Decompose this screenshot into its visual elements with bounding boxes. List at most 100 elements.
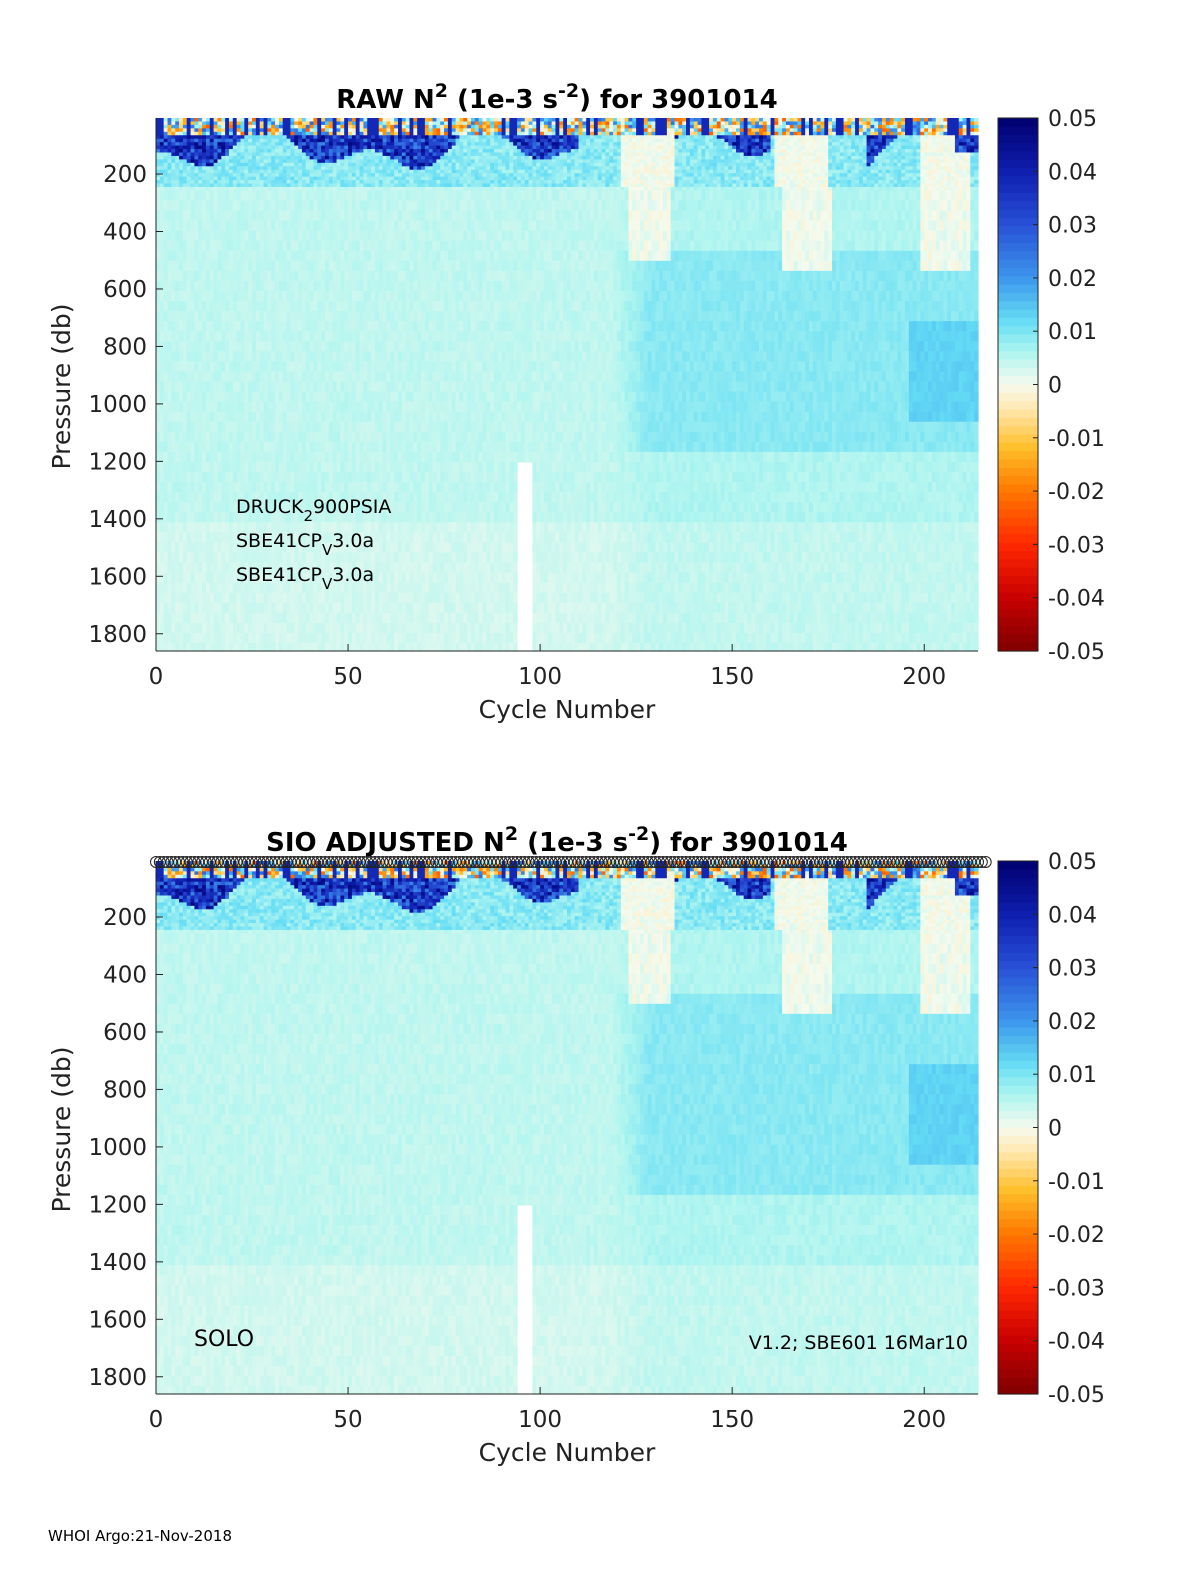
heatmap-cell	[409, 512, 414, 523]
heatmap-cell	[186, 230, 192, 242]
heatmap-cell	[344, 220, 349, 232]
heatmap-cell	[325, 361, 330, 373]
heatmap-cell	[309, 612, 315, 624]
heatmap-cell	[313, 138, 318, 143]
heatmap-cell	[424, 431, 430, 443]
heatmap-cell	[301, 183, 307, 188]
heatmap-cell	[332, 173, 338, 178]
heatmap-cell	[278, 482, 284, 493]
heatmap-cell	[236, 290, 242, 302]
heatmap-cell	[405, 401, 411, 413]
heatmap-cell	[421, 230, 426, 242]
heatmap-cell	[348, 421, 353, 433]
heatmap-cell	[263, 401, 268, 413]
heatmap-cell	[267, 461, 272, 473]
heatmap-cell	[171, 290, 176, 302]
heatmap-cell	[282, 250, 288, 262]
heatmap-cell	[305, 155, 311, 160]
heatmap-cell	[252, 391, 257, 403]
heatmap-cell	[328, 135, 334, 140]
heatmap-cell	[190, 341, 196, 352]
heatmap-cell	[167, 552, 172, 564]
heatmap-cell	[405, 421, 411, 433]
heatmap-cell	[179, 159, 184, 164]
heatmap-cell	[348, 321, 353, 332]
heatmap-cell	[286, 642, 292, 652]
heatmap-cell	[386, 210, 391, 222]
heatmap-cell	[348, 401, 353, 413]
heatmap-cell	[367, 270, 372, 282]
heatmap-cell	[417, 552, 422, 564]
heatmap-cell	[409, 290, 414, 302]
heatmap-cell	[367, 321, 372, 332]
heatmap-cell	[163, 572, 169, 584]
heatmap-cell	[240, 421, 245, 433]
heatmap-cell	[432, 632, 437, 644]
heatmap-cell	[394, 421, 399, 433]
heatmap-cell	[163, 331, 169, 342]
heatmap-cell	[159, 321, 165, 332]
heatmap-cell	[248, 411, 253, 423]
heatmap-cell	[409, 180, 414, 185]
heatmap-cell	[440, 270, 445, 282]
heatmap-cell	[286, 200, 292, 212]
heatmap-cell	[371, 482, 376, 493]
heatmap-cell	[336, 492, 341, 503]
heatmap-cell	[428, 210, 434, 222]
heatmap-cell	[348, 502, 353, 513]
heatmap-cell	[163, 492, 169, 503]
heatmap-cell	[424, 210, 430, 222]
heatmap-cell	[225, 176, 230, 181]
heatmap-cell	[252, 190, 257, 202]
heatmap-cell	[413, 552, 418, 564]
heatmap-cell	[328, 522, 334, 533]
heatmap-cell	[367, 401, 372, 413]
heatmap-cell	[163, 381, 169, 393]
heatmap-cell	[405, 152, 411, 157]
heatmap-cell	[209, 230, 215, 242]
heatmap-cell	[282, 411, 288, 423]
heatmap-cell	[278, 391, 284, 403]
heatmap-cell	[290, 290, 295, 302]
heatmap-cell	[374, 622, 380, 634]
heatmap-cell	[282, 441, 288, 453]
heatmap-cell	[209, 131, 215, 136]
heatmap-cell	[244, 592, 249, 604]
heatmap-cell	[336, 451, 341, 463]
heatmap-cell	[432, 250, 437, 262]
heatmap-cell	[259, 260, 265, 272]
heatmap-cell	[428, 135, 434, 140]
heatmap-cell	[305, 642, 311, 652]
heatmap-cell	[401, 381, 407, 393]
heatmap-cell	[401, 612, 407, 624]
heatmap-cell	[386, 166, 391, 171]
heatmap-cell	[436, 270, 441, 282]
heatmap-cell	[328, 482, 334, 493]
heatmap-cell	[405, 351, 411, 362]
heatmap-cell	[198, 401, 203, 413]
heatmap-cell	[421, 145, 426, 150]
heatmap-cell	[175, 391, 180, 403]
heatmap-cell	[348, 371, 353, 383]
heatmap-cell	[182, 351, 188, 362]
heatmap-cell	[359, 138, 365, 143]
heatmap-cell	[405, 220, 411, 232]
heatmap-cell	[328, 186, 334, 192]
heatmap-cell	[282, 128, 288, 133]
heatmap-cell	[321, 166, 326, 171]
heatmap-cell	[378, 562, 384, 574]
heatmap-cell	[421, 542, 426, 554]
heatmap-cell	[175, 152, 180, 157]
heatmap-cell	[378, 190, 384, 202]
heatmap-cell	[424, 183, 430, 188]
heatmap-cell	[298, 270, 303, 282]
heatmap-cell	[409, 138, 414, 143]
heatmap-cell	[321, 572, 326, 584]
heatmap-cell	[275, 210, 280, 222]
heatmap-cell	[217, 270, 222, 282]
heatmap-cell	[225, 592, 230, 604]
heatmap-cell	[225, 173, 230, 178]
heatmap-cell	[294, 542, 299, 554]
heatmap-cell	[397, 411, 403, 423]
heatmap-cell	[340, 240, 345, 252]
